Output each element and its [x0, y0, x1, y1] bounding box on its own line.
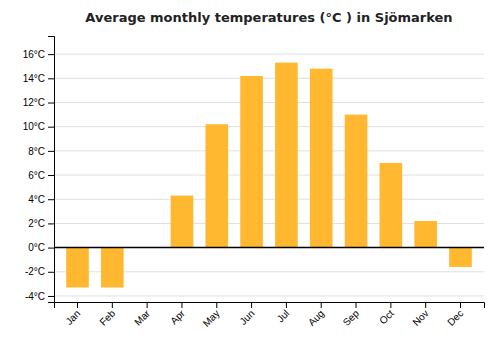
x-tick: Jan [63, 302, 82, 327]
bar [414, 221, 437, 248]
x-tick: Oct [377, 302, 396, 326]
bar [380, 163, 403, 248]
y-tick-label: -4°C [25, 291, 45, 302]
y-tick-mark [48, 103, 54, 104]
x-tick-label: Jun [237, 308, 256, 327]
x-tick-label: Jul [275, 308, 292, 325]
y-tick-label: 12°C [23, 97, 45, 108]
x-tick-label: Jan [63, 308, 82, 327]
x-tick-mark [321, 302, 322, 308]
x-tick: Sep [341, 302, 362, 328]
x-tick-label: Feb [97, 307, 117, 327]
x-tick: Dec [445, 302, 465, 328]
grid-line [54, 199, 484, 200]
y-tick: 6°C [28, 170, 54, 181]
x-tick-label: May [201, 308, 222, 329]
bar [205, 124, 228, 247]
x-tick-label: Oct [377, 308, 396, 327]
x-tick-mark [356, 302, 357, 308]
y-tick: -2°C [25, 266, 54, 277]
grid-line [54, 54, 484, 55]
x-tick: Mar [132, 302, 152, 328]
x-tick: Aug [306, 302, 326, 328]
y-tick-mark [48, 78, 54, 79]
x-tick: Nov [410, 302, 430, 328]
y-tick: 4°C [28, 194, 54, 205]
x-tick: Feb [97, 302, 117, 328]
y-tick-mark [48, 151, 54, 152]
x-tick: Apr [168, 302, 187, 326]
bar [449, 248, 472, 267]
bar [240, 76, 263, 248]
y-tick: 14°C [23, 73, 54, 84]
plot-area: -4°C -2°C 0°C 2°C 4°C 6°C 8°C 10°C 12°C 14°C 16°C J… [23, 37, 485, 329]
grid-line [54, 78, 484, 79]
y-tick-label: 8°C [28, 146, 45, 157]
y-tick: 12°C [23, 97, 54, 108]
x-tick-mark [112, 302, 113, 308]
y-tick-mark [48, 175, 54, 176]
grid-line [54, 295, 484, 296]
x-tick-mark [181, 302, 182, 308]
zero-line [54, 247, 484, 249]
title: Average monthly temperatures (°C ) in Sj… [85, 10, 452, 25]
x-tick-mark [425, 302, 426, 308]
x-tick: Jun [237, 302, 256, 327]
y-axis: -4°C -2°C 0°C 2°C 4°C 6°C 8°C 10°C 12°C 14°C 16°C [23, 37, 55, 303]
grid-line [54, 102, 484, 103]
x-tick-label: Dec [445, 308, 465, 328]
x-tick-mark [286, 302, 287, 308]
bar [345, 115, 368, 248]
y-tick-label: 4°C [28, 194, 45, 205]
x-axis: Jan Feb Mar Apr May Jun Jul Aug Sep Oct Nov Dec [55, 302, 485, 329]
grid-line [54, 150, 484, 151]
x-tick: Jul [275, 302, 292, 324]
x-tick-label: Sep [341, 307, 362, 328]
x-tick-mark [460, 302, 461, 308]
x-tick-label: Aug [306, 308, 326, 328]
x-tick-mark [147, 302, 148, 308]
grid-line [54, 175, 484, 176]
bar [310, 69, 333, 248]
bar [66, 248, 89, 288]
x-tick-mark [216, 302, 217, 308]
x-tick-label: Nov [410, 308, 430, 328]
x-tick-mark [390, 302, 391, 308]
y-axis-line [48, 37, 55, 303]
bars [66, 63, 472, 288]
y-tick-mark [48, 248, 54, 249]
grid-line [54, 247, 484, 248]
grid [54, 54, 484, 296]
y-tick-mark [48, 296, 54, 297]
y-tick-label: 10°C [23, 121, 45, 132]
y-tick-mark [48, 127, 54, 128]
y-tick: 10°C [23, 121, 54, 132]
y-tick-label: 6°C [28, 170, 45, 181]
y-tick-mark [48, 223, 54, 224]
x-tick-mark [251, 302, 252, 308]
y-tick: 8°C [28, 146, 54, 157]
y-tick-label: 16°C [23, 49, 45, 60]
y-tick-mark [48, 199, 54, 200]
y-tick-label: 2°C [28, 218, 45, 229]
y-tick-label: 0°C [28, 242, 45, 253]
y-tick-mark [48, 272, 54, 273]
y-tick-mark [48, 54, 54, 55]
y-tick: 0°C [28, 242, 54, 253]
x-tick-label: Apr [168, 307, 187, 326]
x-axis-line [55, 303, 485, 309]
grid-line [54, 126, 484, 127]
bar [275, 63, 298, 248]
x-tick: May [201, 302, 222, 329]
x-tick-label: Mar [132, 307, 152, 327]
bar [101, 248, 124, 288]
chart: -4°C -2°C 0°C 2°C 4°C 6°C 8°C 10°C 12°C 14°C 16°C J… [0, 0, 500, 350]
y-tick-label: -2°C [25, 266, 45, 277]
y-tick-label: 14°C [23, 73, 45, 84]
bar [171, 196, 194, 248]
x-tick-mark [77, 302, 78, 308]
y-tick: 16°C [23, 49, 54, 60]
y-tick: 2°C [28, 218, 54, 229]
y-tick: -4°C [25, 291, 54, 302]
